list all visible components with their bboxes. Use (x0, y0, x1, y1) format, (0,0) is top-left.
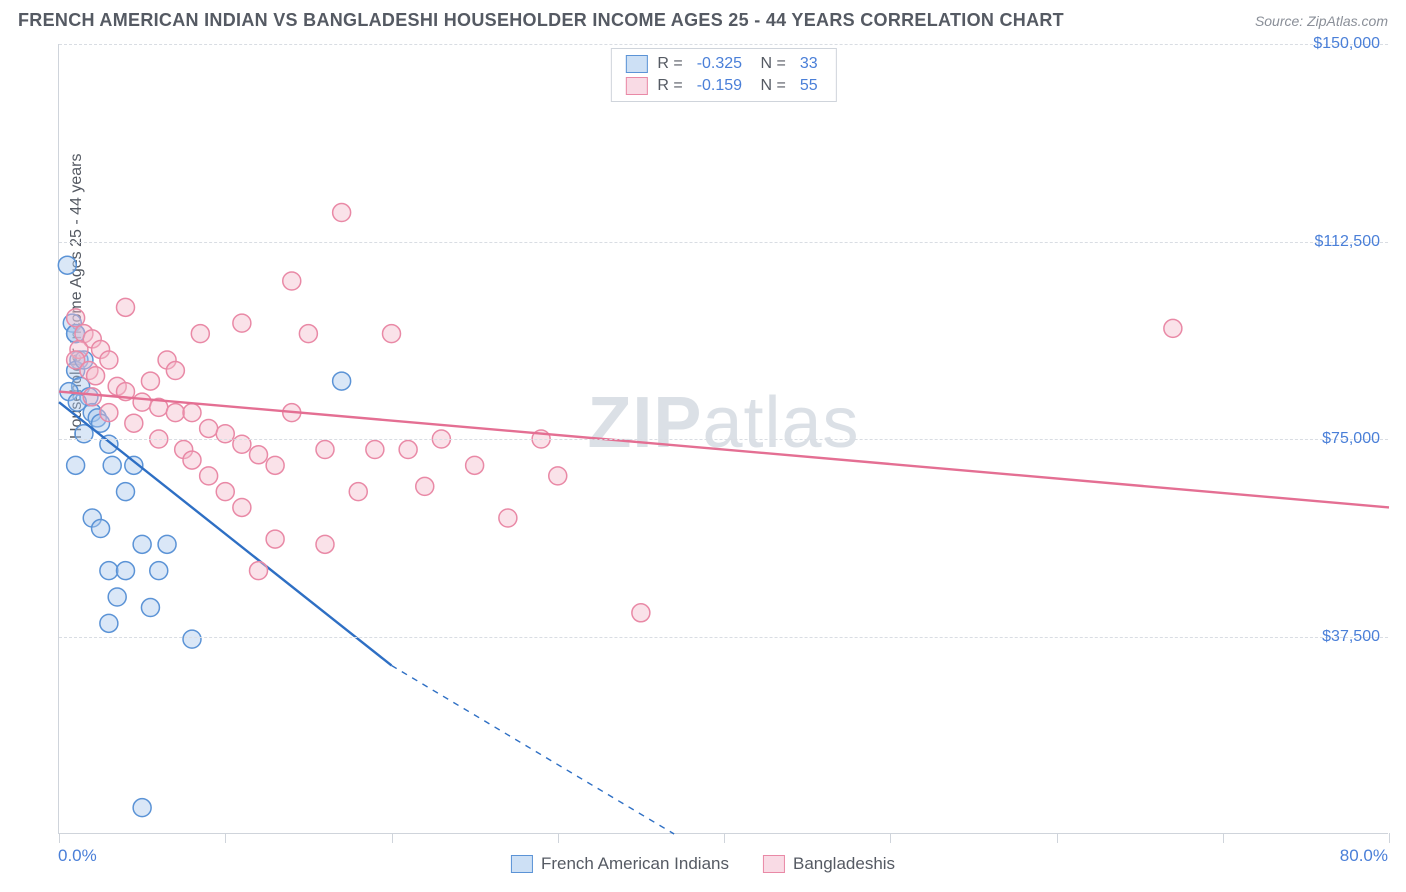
data-point (233, 314, 251, 332)
data-point (83, 388, 101, 406)
data-point (108, 588, 126, 606)
data-point (133, 393, 151, 411)
data-point (117, 483, 135, 501)
stat-r-label: R = (657, 77, 682, 95)
data-point (233, 498, 251, 516)
x-tick (225, 833, 226, 843)
data-point (416, 477, 434, 495)
regression-line-extension (392, 665, 675, 834)
data-point (333, 372, 351, 390)
data-point (92, 520, 110, 538)
x-tick (1389, 833, 1390, 843)
data-point (1164, 319, 1182, 337)
data-point (100, 562, 118, 580)
data-point (158, 535, 176, 553)
chart-title: FRENCH AMERICAN INDIAN VS BANGLADESHI HO… (18, 10, 1064, 31)
data-point (233, 435, 251, 453)
legend-item: Bangladeshis (763, 854, 895, 874)
data-point (466, 456, 484, 474)
data-point (200, 467, 218, 485)
x-tick (1057, 833, 1058, 843)
data-point (117, 562, 135, 580)
data-point (216, 425, 234, 443)
data-point (299, 325, 317, 343)
legend-swatch (511, 855, 533, 873)
data-point (125, 414, 143, 432)
data-point (266, 530, 284, 548)
stat-n-value: 55 (796, 77, 822, 95)
data-point (117, 298, 135, 316)
data-point (499, 509, 517, 527)
stat-r-value: -0.159 (693, 77, 746, 95)
gridline (59, 439, 1388, 440)
stat-n-value: 33 (796, 55, 822, 73)
stat-n-label: N = (756, 55, 786, 73)
data-point (250, 562, 268, 580)
data-point (250, 446, 268, 464)
data-point (166, 404, 184, 422)
data-point (100, 614, 118, 632)
gridline (59, 242, 1388, 243)
data-point (366, 441, 384, 459)
data-point (266, 456, 284, 474)
chart-plot-area: Householder Income Ages 25 - 44 years ZI… (58, 44, 1388, 834)
data-point (87, 367, 105, 385)
data-point (200, 419, 218, 437)
data-point (100, 351, 118, 369)
chart-header: FRENCH AMERICAN INDIAN VS BANGLADESHI HO… (0, 0, 1406, 37)
data-point (100, 404, 118, 422)
y-tick-label: $150,000 (1313, 35, 1380, 53)
data-point (103, 456, 121, 474)
data-point (216, 483, 234, 501)
data-point (58, 256, 76, 274)
data-point (133, 535, 151, 553)
data-point (283, 272, 301, 290)
data-point (316, 441, 334, 459)
stat-n-label: N = (756, 77, 786, 95)
stat-r-value: -0.325 (693, 55, 746, 73)
x-tick (1223, 833, 1224, 843)
legend-label: French American Indians (541, 854, 729, 874)
series-legend: French American Indians Bangladeshis (511, 840, 895, 888)
x-tick (59, 833, 60, 843)
x-axis-max-label: 80.0% (1340, 846, 1388, 866)
data-point (316, 535, 334, 553)
y-tick-label: $37,500 (1322, 628, 1380, 646)
data-point (632, 604, 650, 622)
stats-row: R = -0.325 N = 33 (611, 53, 835, 75)
data-point (67, 456, 85, 474)
data-point (141, 599, 159, 617)
data-point (183, 451, 201, 469)
stat-r-label: R = (657, 55, 682, 73)
data-point (183, 630, 201, 648)
y-tick-label: $75,000 (1322, 430, 1380, 448)
data-point (183, 404, 201, 422)
data-point (349, 483, 367, 501)
legend-swatch (625, 77, 647, 95)
data-point (191, 325, 209, 343)
data-point (399, 441, 417, 459)
data-point (383, 325, 401, 343)
stats-row: R = -0.159 N = 55 (611, 75, 835, 97)
gridline (59, 637, 1388, 638)
x-tick (392, 833, 393, 843)
legend-item: French American Indians (511, 854, 729, 874)
legend-swatch (763, 855, 785, 873)
correlation-stats-box: R = -0.325 N = 33 R = -0.159 N = 55 (610, 48, 836, 102)
data-point (333, 204, 351, 222)
legend-swatch (625, 55, 647, 73)
data-point (166, 362, 184, 380)
data-point (549, 467, 567, 485)
gridline (59, 44, 1388, 45)
data-point (141, 372, 159, 390)
legend-label: Bangladeshis (793, 854, 895, 874)
y-tick-label: $112,500 (1314, 233, 1380, 251)
source-attribution: Source: ZipAtlas.com (1255, 13, 1388, 29)
data-point (150, 562, 168, 580)
x-axis-min-label: 0.0% (58, 846, 97, 866)
data-point (133, 799, 151, 817)
